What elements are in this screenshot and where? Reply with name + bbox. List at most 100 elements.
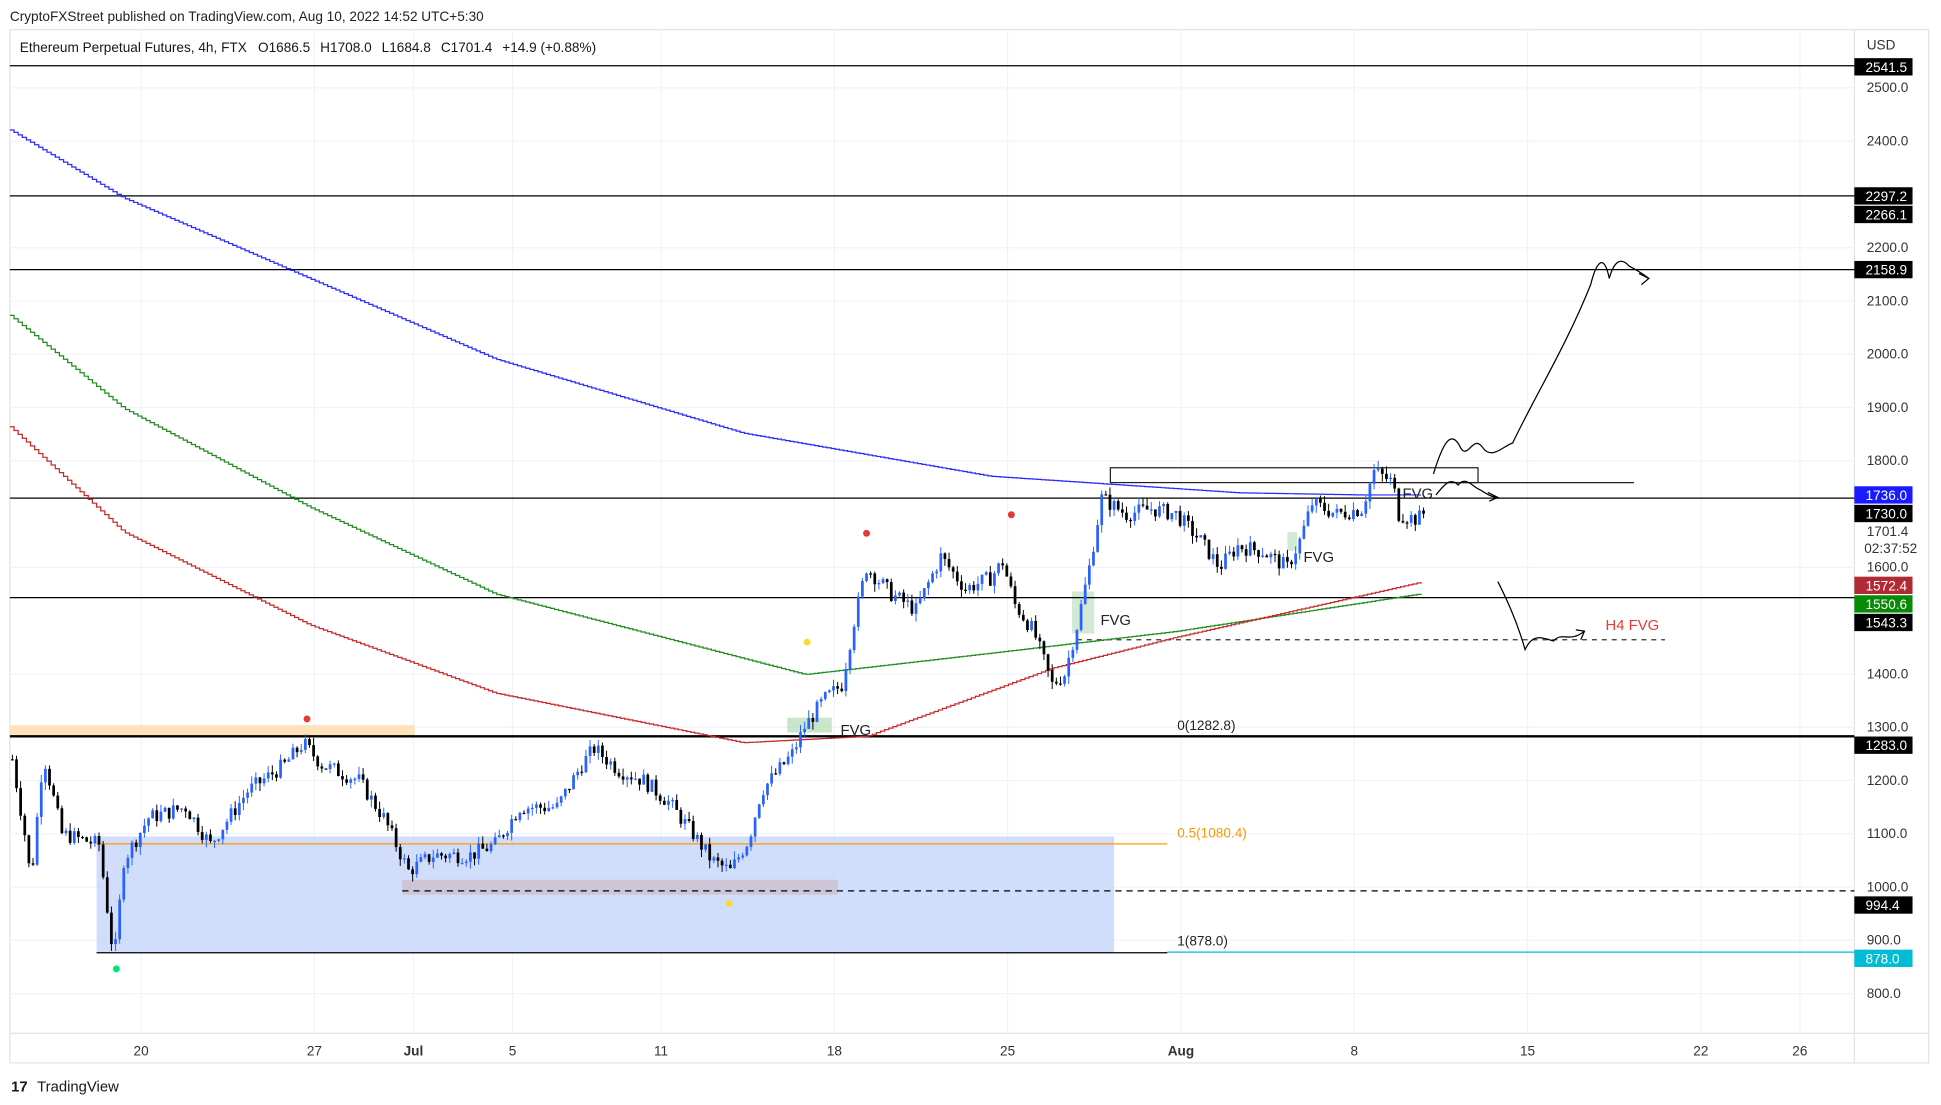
candle bbox=[262, 778, 266, 784]
candle bbox=[295, 747, 299, 753]
low-value: L1684.8 bbox=[382, 40, 431, 55]
candle bbox=[563, 788, 567, 797]
candle bbox=[1310, 505, 1314, 512]
candle bbox=[1393, 477, 1397, 489]
candle bbox=[1422, 510, 1425, 514]
fvg-label: FVG bbox=[1100, 613, 1131, 629]
candle bbox=[237, 803, 241, 816]
price-tick-label: 1100.0 bbox=[1867, 826, 1908, 841]
candle bbox=[357, 774, 361, 779]
candle bbox=[81, 836, 84, 839]
candle bbox=[873, 573, 877, 585]
candle bbox=[497, 835, 501, 838]
candle bbox=[601, 745, 604, 758]
price-tag bbox=[1854, 736, 1913, 754]
candle bbox=[48, 768, 51, 786]
price-tick-label: 1900.0 bbox=[1867, 400, 1909, 415]
candle bbox=[1087, 565, 1091, 585]
price-axis[interactable]: USD 2541.5 2500.0 2400.0 2297.2 2266.1 2200.0… bbox=[1854, 37, 1917, 1001]
candle bbox=[1319, 498, 1322, 503]
candle bbox=[460, 863, 464, 865]
candle bbox=[386, 813, 390, 826]
candle bbox=[951, 567, 955, 572]
candle bbox=[101, 844, 105, 878]
high-value: H1708.0 bbox=[320, 40, 372, 55]
time-axis[interactable]: 20 27 Jul 5 11 18 25 Aug 8 15 22 26 bbox=[134, 1044, 1808, 1059]
candle bbox=[972, 584, 976, 591]
candle bbox=[415, 861, 419, 875]
candle bbox=[947, 559, 951, 568]
candle bbox=[551, 807, 555, 809]
candle bbox=[774, 773, 778, 775]
candle bbox=[889, 582, 893, 601]
candle bbox=[1178, 510, 1182, 526]
candle bbox=[1409, 515, 1413, 523]
candle bbox=[943, 553, 947, 560]
price-tag bbox=[1854, 260, 1913, 279]
h4-fvg-label: H4 FVG bbox=[1606, 618, 1660, 634]
last-price-label: 1701.4 bbox=[1867, 524, 1909, 539]
price-tick-label: 1800.0 bbox=[1867, 453, 1909, 468]
candle bbox=[539, 804, 542, 808]
candle bbox=[258, 777, 262, 784]
candle bbox=[993, 573, 996, 586]
candle bbox=[1195, 535, 1198, 538]
candle bbox=[204, 834, 208, 840]
candle bbox=[411, 869, 414, 875]
time-tick-label: 26 bbox=[1792, 1044, 1807, 1059]
candle bbox=[254, 777, 258, 784]
candle bbox=[1079, 603, 1083, 631]
candle bbox=[1368, 483, 1372, 502]
candle bbox=[1306, 511, 1310, 526]
candle bbox=[753, 817, 757, 837]
candle bbox=[902, 592, 906, 602]
fvg-label: FVG bbox=[841, 723, 872, 739]
candle bbox=[427, 854, 431, 862]
candle bbox=[287, 759, 291, 762]
price-tag-label: 1736.0 bbox=[1865, 488, 1907, 503]
candle bbox=[1158, 506, 1161, 517]
candle bbox=[815, 701, 819, 722]
ma-line-red bbox=[9, 426, 1422, 744]
candle bbox=[419, 857, 423, 862]
candle bbox=[1294, 553, 1298, 565]
fib-1-label: 1(878.0) bbox=[1177, 933, 1228, 948]
candle bbox=[52, 785, 56, 796]
candle bbox=[469, 852, 472, 862]
fvg-label: FVG bbox=[1403, 487, 1434, 503]
candle bbox=[35, 816, 39, 865]
candle bbox=[93, 836, 97, 844]
candle bbox=[1401, 520, 1405, 523]
candle bbox=[1372, 470, 1376, 484]
candle bbox=[1005, 565, 1009, 577]
candle bbox=[1302, 525, 1306, 539]
candle bbox=[1356, 510, 1359, 516]
candle bbox=[518, 812, 522, 820]
tradingview-logo-text: TradingView bbox=[37, 1079, 119, 1095]
fib-0-label: 0(1282.8) bbox=[1177, 718, 1235, 733]
candle bbox=[984, 572, 988, 575]
candle bbox=[1257, 550, 1260, 557]
price-tag-label: 1572.4 bbox=[1865, 578, 1907, 593]
candle bbox=[122, 868, 126, 900]
candle bbox=[1413, 515, 1417, 525]
price-tick-label: 2200.0 bbox=[1867, 240, 1909, 255]
candle bbox=[658, 795, 662, 801]
candle bbox=[1125, 512, 1128, 520]
grey-zone bbox=[402, 879, 839, 895]
candle bbox=[200, 832, 204, 840]
price-tag bbox=[1854, 504, 1913, 523]
candle bbox=[687, 819, 691, 821]
time-tick-label: 22 bbox=[1693, 1044, 1708, 1059]
tradingview-logo[interactable]: 17 TradingView bbox=[11, 1079, 119, 1095]
candle bbox=[918, 598, 922, 604]
candle bbox=[1253, 542, 1256, 551]
price-tag-label: 1730.0 bbox=[1865, 506, 1907, 521]
candle bbox=[1187, 515, 1190, 521]
range-rectangle bbox=[1109, 467, 1479, 484]
symbol-name[interactable]: Ethereum Perpetual Futures, 4h, FTX bbox=[20, 40, 247, 55]
candle bbox=[782, 762, 786, 765]
candle bbox=[328, 764, 332, 770]
candle bbox=[456, 852, 460, 864]
